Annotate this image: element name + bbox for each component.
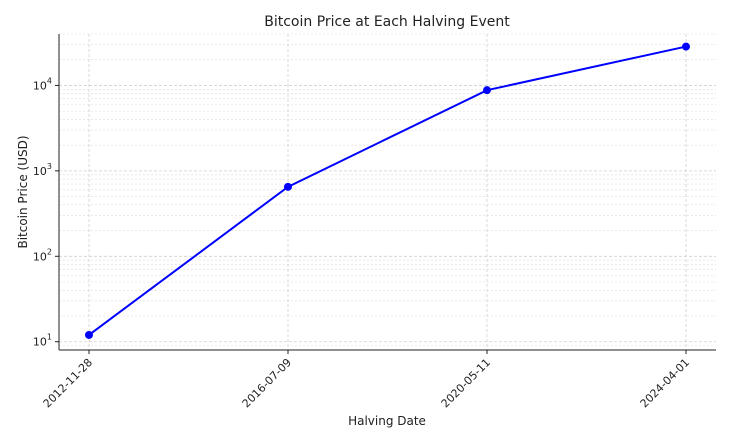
axes-layer: 101 102 103 104 2012-11-28 2016-07-09 2020-05-… xyxy=(33,34,716,410)
grid-layer xyxy=(59,33,716,351)
data-point xyxy=(682,42,690,51)
x-tick-label: 2024-04-01 xyxy=(638,356,692,410)
y-axis-label: Bitcoin Price (USD) xyxy=(16,135,30,248)
chart-title: Bitcoin Price at Each Halving Event xyxy=(264,14,510,30)
series-layer xyxy=(85,42,690,339)
y-tick-label: 103 xyxy=(33,162,52,178)
data-point xyxy=(85,330,93,339)
data-point xyxy=(284,182,292,191)
y-tick-label: 102 xyxy=(33,247,52,263)
data-point xyxy=(483,86,491,95)
x-tick-label: 2020-05-11 xyxy=(439,356,493,410)
x-tick-label: 2012-11-28 xyxy=(41,356,95,410)
y-tick-label: 104 xyxy=(33,76,52,92)
series-line xyxy=(88,45,687,336)
y-tick-label: 101 xyxy=(33,333,52,349)
x-axis-label: Halving Date xyxy=(348,414,426,428)
labels-layer: Bitcoin Price at Each Halving Event Halv… xyxy=(16,14,510,428)
x-tick-label: 2016-07-09 xyxy=(240,356,294,410)
